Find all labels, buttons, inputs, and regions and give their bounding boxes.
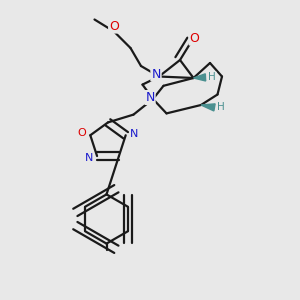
- Text: O: O: [109, 20, 119, 33]
- Polygon shape: [194, 74, 206, 81]
- Text: N: N: [130, 129, 138, 139]
- Text: O: O: [77, 128, 86, 138]
- Text: N: N: [151, 68, 161, 81]
- Text: H: H: [217, 102, 225, 112]
- Text: N: N: [85, 152, 93, 163]
- Polygon shape: [201, 104, 215, 111]
- Text: O: O: [190, 32, 199, 45]
- Text: H: H: [208, 72, 216, 82]
- Text: N: N: [145, 91, 155, 104]
